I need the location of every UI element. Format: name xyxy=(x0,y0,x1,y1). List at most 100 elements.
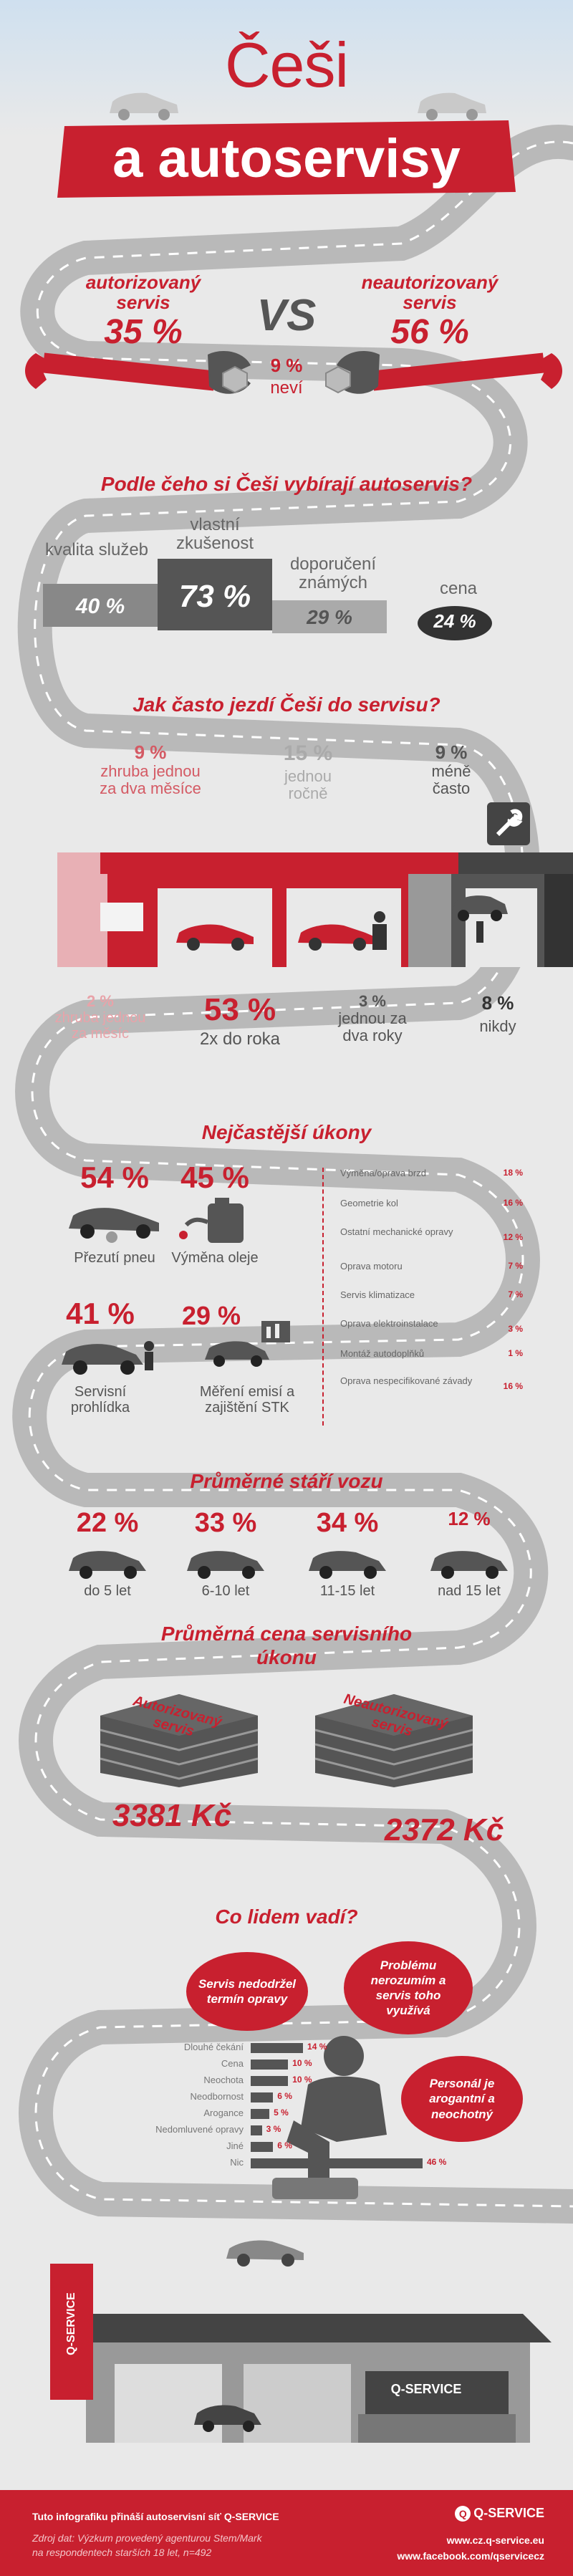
price-title-1: Průměrná cena servisního xyxy=(160,1623,413,1645)
task-list-label: Servis klimatizace xyxy=(340,1289,415,1300)
task-list-label: Oprava motoru xyxy=(340,1261,403,1272)
task-list-pct: 7 % xyxy=(508,1289,523,1299)
complaints-title: Co lidem vadí? xyxy=(215,1905,358,1928)
car-icon xyxy=(309,1551,386,1579)
choice-pct-4: 24 % xyxy=(433,610,476,632)
choice-pct-1: 40 % xyxy=(75,595,125,618)
freq-pct-1: 9 % xyxy=(134,741,167,763)
freq-label-6: jednou za dva roky xyxy=(338,1009,407,1044)
complaint-chart: Dlouhé čekání 14 % Cena 10 % Neochota 10 % Neo… xyxy=(0,2034,501,2206)
vs-right-label: neautorizovaný servis xyxy=(361,271,499,313)
complaint-pct: 14 % xyxy=(307,2042,327,2052)
task-list-label: Oprava elektroinstalace xyxy=(340,1318,438,1329)
vs-text: VS xyxy=(256,291,317,340)
bolt-icon xyxy=(325,365,351,394)
tasks-divider xyxy=(322,1168,324,1426)
logo-q-icon: Q xyxy=(455,2506,471,2522)
money-stack-icon xyxy=(314,1694,473,1787)
task-pct-3: 41 % xyxy=(66,1297,135,1330)
complaint-bar xyxy=(251,2125,262,2135)
complaint-bar xyxy=(251,2142,274,2152)
freq-pct-6: 3 % xyxy=(359,992,386,1010)
garage-sign-text: Q-SERVICE xyxy=(390,2382,462,2396)
task-list-pct: 3 % xyxy=(508,1324,523,1334)
age-pct: 34 % xyxy=(316,1508,379,1538)
footer-logo: Q Q-SERVICE xyxy=(444,2506,544,2522)
garage-illustration xyxy=(57,852,573,967)
vs-mid-label: neví xyxy=(270,378,303,398)
choice-bar-3 xyxy=(272,600,387,633)
complaint-bubble-1: Servis nedodržel termín opravy xyxy=(186,1952,308,2031)
freq-label-2: jednou ročně xyxy=(284,767,332,802)
complaint-bar xyxy=(251,2092,274,2102)
footer-url-2[interactable]: www.facebook.com/qservicecz xyxy=(397,2550,544,2562)
complaint-label: Nic xyxy=(230,2157,244,2168)
car-icon xyxy=(194,2405,261,2432)
age-title: Průměrné stáří vozu xyxy=(190,1470,383,1492)
complaint-label: Neochota xyxy=(203,2075,244,2085)
task-list-pct: 16 % xyxy=(503,1381,523,1391)
task-pct-1: 54 % xyxy=(80,1160,149,1194)
complaint-pct: 10 % xyxy=(292,2075,312,2085)
freq-label-3: méně často xyxy=(431,762,471,797)
freq-pct-2: 15 % xyxy=(283,741,333,765)
freq-label-1: zhruba jednou za dva měsíce xyxy=(100,762,201,797)
freq-label-5: 2x do roka xyxy=(199,1029,281,1049)
task-list-label: Montáž autodoplňků xyxy=(340,1348,425,1359)
car-icon xyxy=(69,1551,146,1579)
choice-bar-1 xyxy=(43,584,158,627)
price-title-2: úkonu xyxy=(256,1646,317,1668)
car-icon xyxy=(176,924,254,951)
complaint-bar xyxy=(251,2076,289,2086)
task-label-3: Servisní prohlídka xyxy=(70,1384,130,1416)
task-list-pct: 12 % xyxy=(503,1232,523,1242)
footer-url-1[interactable]: www.cz.q-service.eu xyxy=(446,2534,544,2546)
car-icon xyxy=(187,1551,264,1579)
bolt-icon xyxy=(222,365,248,394)
complaint-label: Neodbornost xyxy=(190,2091,244,2102)
age-pct: 22 % xyxy=(76,1508,139,1538)
title-line2: a autoservisy xyxy=(57,120,516,198)
footer-logo-text: Q-SERVICE xyxy=(473,2506,544,2520)
age-label: 11-15 let xyxy=(319,1583,375,1599)
task-list-pct: 1 % xyxy=(508,1348,523,1358)
footer xyxy=(0,2490,573,2576)
lifted-car-icon xyxy=(452,895,508,943)
complaint-label: Jiné xyxy=(226,2140,244,2151)
complaint-bar xyxy=(251,2109,270,2119)
complaint-label: Arogance xyxy=(203,2108,244,2118)
complaint-bar xyxy=(251,2060,289,2070)
freq-pct-5: 53 % xyxy=(203,992,276,1027)
task-label-4: Měření emisí a zajištění STK xyxy=(199,1384,295,1416)
car-service-icon xyxy=(62,1341,154,1375)
freq-label-7: nikdy xyxy=(479,1017,516,1035)
age-pct: 12 % xyxy=(448,1508,491,1529)
car-tire-icon xyxy=(69,1208,159,1243)
vs-left-pct: 35 % xyxy=(104,313,183,351)
task-list-label: Oprava nespecifikované závady xyxy=(340,1375,473,1386)
footer-line1: Tuto infografiku přináší autoservisní sí… xyxy=(32,2511,279,2522)
car-icon xyxy=(110,92,178,120)
task-list-pct: 7 % xyxy=(508,1261,523,1271)
oil-can-icon xyxy=(179,1198,244,1243)
car-icon xyxy=(226,2240,304,2267)
task-label-1: Přezutí pneu xyxy=(74,1250,155,1266)
task-list-label: Výměna/oprava brzd xyxy=(340,1168,426,1178)
freq-pct-7: 8 % xyxy=(481,992,514,1014)
vertical-sign-text: Q-SERVICE xyxy=(65,2292,77,2355)
task-list-pct: 16 % xyxy=(503,1198,523,1208)
task-list-label: Geometrie kol xyxy=(340,1198,398,1208)
complaint-label: Nedomluvené opravy xyxy=(155,2124,244,2135)
age-label: 6-10 let xyxy=(201,1583,250,1599)
freq-pct-4: 2 % xyxy=(87,992,114,1010)
choice-bar-2 xyxy=(158,559,272,630)
title-text: a autoservisy xyxy=(112,128,461,189)
freq-label-4: zhruba jednou za měsíc xyxy=(54,1010,146,1042)
footer-line2: Zdroj dat: Výzkum provedený agenturou St… xyxy=(32,2532,262,2544)
task-list-pct: 18 % xyxy=(503,1168,523,1178)
age-label: nad 15 let xyxy=(438,1583,501,1599)
choice-label-4: cena xyxy=(439,579,478,598)
mechanic-icon xyxy=(372,911,387,950)
complaint-label: Cena xyxy=(221,2058,244,2069)
choice-pct-2: 73 % xyxy=(178,579,251,614)
